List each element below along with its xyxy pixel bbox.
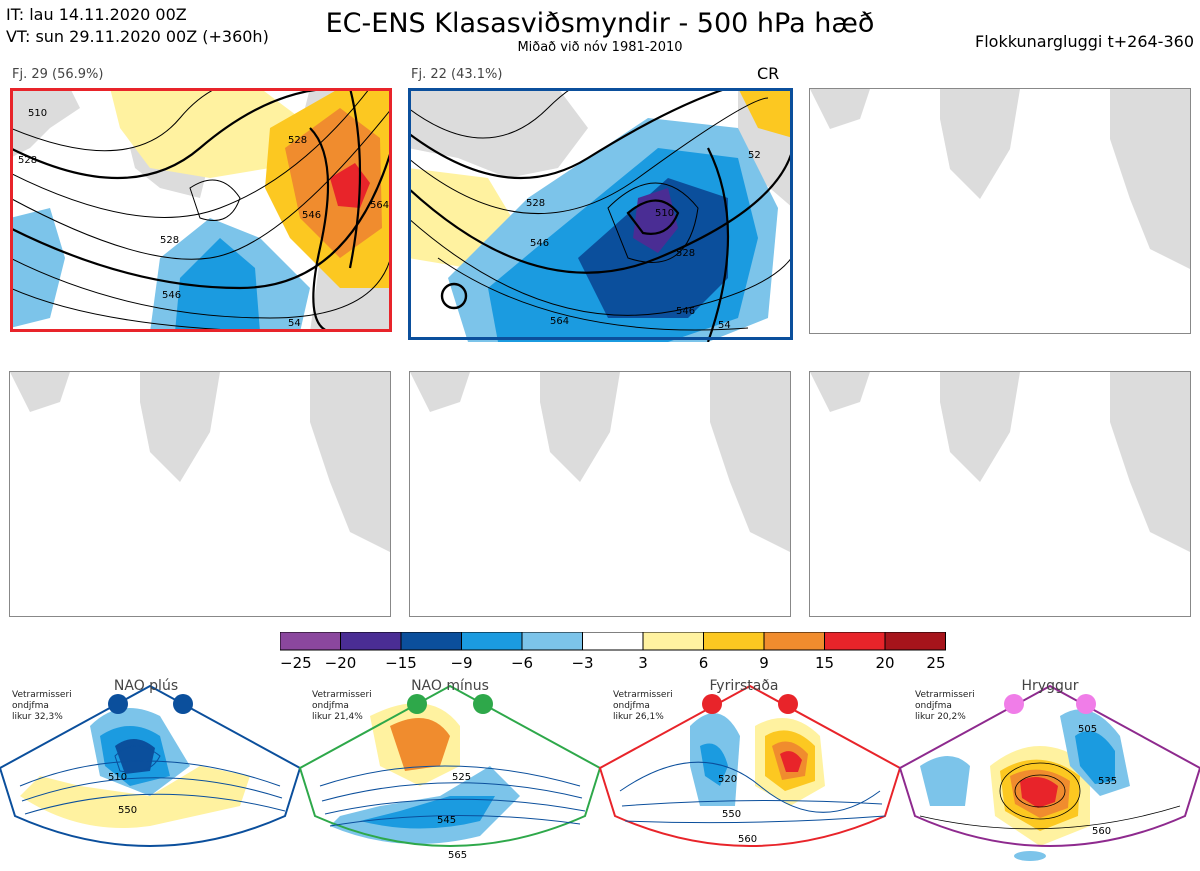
regime-note-line: likur 21,4% — [312, 712, 363, 722]
contour-label: 564 — [370, 200, 389, 211]
contour-label: 528 — [18, 155, 37, 166]
regime-ridge: Hryggur 505 535 560 — [898, 678, 1200, 861]
contour-label: 528 — [160, 235, 179, 246]
regime-blocking: Fyrirstaða 520 550 560 — [598, 678, 902, 847]
empty-map-panel — [409, 371, 791, 617]
contour-label: 546 — [302, 210, 321, 221]
colorbar-tick-label: 6 — [699, 654, 709, 672]
contour-label: 54 — [288, 318, 301, 329]
regime-title: Hryggur — [1022, 678, 1079, 694]
colorbar-tick-label: −25 — [280, 654, 312, 672]
regime-note-line: Vetrarmisseri — [915, 690, 975, 700]
colorbar-swatch — [400, 632, 462, 651]
colorbar-tick-label: −15 — [385, 654, 417, 672]
colorbar-swatch — [582, 632, 644, 651]
regimes-row: NAO plús 510 550 NAO mínus 525 545 565 — [0, 676, 1200, 871]
contour-label: 546 — [162, 290, 181, 301]
empty-map-panel — [809, 371, 1191, 617]
colorbar-tick-label: 20 — [875, 654, 894, 672]
contour-label: 528 — [288, 135, 307, 146]
page-subtitle: Miðað við nóv 1981-2010 — [517, 40, 683, 55]
regime-note-line: Vetrarmisseri — [613, 690, 673, 700]
initial-time: IT: lau 14.11.2020 00Z — [6, 5, 187, 24]
empty-map-panel — [9, 371, 391, 617]
contour-label: 564 — [550, 316, 569, 327]
page-title: EC-ENS Klasasviðsmyndir - 500 hPa hæð — [325, 8, 875, 39]
regime-contour-label: 560 — [1092, 826, 1111, 837]
contour-label: 546 — [530, 238, 549, 249]
regime-contour-label: 550 — [722, 809, 741, 820]
valid-time: VT: sun 29.11.2020 00Z (+360h) — [6, 27, 269, 46]
contour-label: 510 — [28, 108, 47, 119]
regime-contour-label: 550 — [118, 805, 137, 816]
contour-label: 528 — [676, 248, 695, 259]
colorbar-tick-label: 15 — [815, 654, 834, 672]
colorbar-tick-label: −3 — [571, 654, 593, 672]
contour-label: 510 — [655, 208, 674, 219]
regime-contour-label: 535 — [1098, 776, 1117, 787]
contour-label: 546 — [676, 306, 695, 317]
contour-label: 52 — [748, 150, 761, 161]
colorbar-tick-label: 3 — [638, 654, 648, 672]
colorbar-tick-label: 25 — [926, 654, 945, 672]
header-info: IT: lau 14.11.2020 00Z VT: sun 29.11.202… — [6, 4, 269, 48]
regime-contour-label: 505 — [1078, 724, 1097, 735]
contour-label: 54 — [718, 320, 731, 331]
regime-note-line: likur 32,3% — [12, 712, 63, 722]
regime-contour-label: 525 — [452, 772, 471, 783]
regime-note-line: likur 26,1% — [613, 712, 664, 722]
regime-contour-label: 560 — [738, 834, 757, 845]
colorbar-swatch — [642, 632, 704, 651]
regime-note-line: Vetrarmisseri — [12, 690, 72, 700]
cluster-window: Flokkunargluggi t+264-360 — [975, 32, 1194, 51]
regime-contour-label: 545 — [437, 815, 456, 826]
colorbar-swatch — [884, 632, 946, 651]
regime-nao-minus: NAO mínus 525 545 565 — [298, 678, 602, 861]
cluster-2-tag: CR — [757, 64, 780, 83]
colorbar-tick-label: −9 — [450, 654, 472, 672]
regime-note-line: Vetrarmisseri — [312, 690, 372, 700]
regime-note: Vetrarmisseri ondjfma likur 26,1% — [613, 690, 673, 723]
regime-nao-plus: NAO plús 510 550 — [0, 678, 302, 847]
colorbar-tick-label: −20 — [325, 654, 357, 672]
colorbar-swatch — [280, 632, 341, 651]
colorbar: −25 −20 −15 −9 −6 −3 3 6 9 15 20 25 — [280, 632, 946, 672]
colorbar-swatch — [340, 632, 402, 651]
regime-title: NAO plús — [114, 678, 178, 694]
regime-note-line: likur 20,2% — [915, 712, 966, 722]
cluster-1-map[interactable]: 510 528 528 546 528 546 564 54 — [10, 88, 392, 332]
colorbar-swatch — [521, 632, 583, 651]
colorbar-swatch — [461, 632, 523, 651]
regime-note: Vetrarmisseri ondjfma likur 20,2% — [915, 690, 975, 723]
colorbar-swatch — [703, 632, 765, 651]
colorbar-tick-label: −6 — [511, 654, 533, 672]
regime-note-line: ondjfma — [312, 701, 349, 711]
regime-note-line: ondjfma — [915, 701, 952, 711]
cluster-1-label: Fj. 29 (56.9%) — [12, 67, 104, 82]
regime-note-line: ondjfma — [613, 701, 650, 711]
regime-note: Vetrarmisseri ondjfma likur 32,3% — [12, 690, 72, 723]
colorbar-swatch — [824, 632, 886, 651]
empty-map-panel — [809, 88, 1191, 334]
regime-note-line: ondjfma — [12, 701, 49, 711]
contour-label: 528 — [526, 198, 545, 209]
regime-contour-label: 565 — [448, 850, 467, 861]
cluster-2-label: Fj. 22 (43.1%) — [411, 67, 503, 82]
colorbar-tick-label: 9 — [759, 654, 769, 672]
regime-title: Fyrirstaða — [710, 678, 779, 694]
cluster-2-map[interactable]: 528 546 510 528 564 546 54 52 — [408, 88, 793, 342]
regime-note: Vetrarmisseri ondjfma likur 21,4% — [312, 690, 372, 723]
regime-title: NAO mínus — [411, 678, 489, 694]
colorbar-swatch — [763, 632, 825, 651]
regime-contour-label: 510 — [108, 772, 127, 783]
regime-contour-label: 520 — [718, 774, 737, 785]
